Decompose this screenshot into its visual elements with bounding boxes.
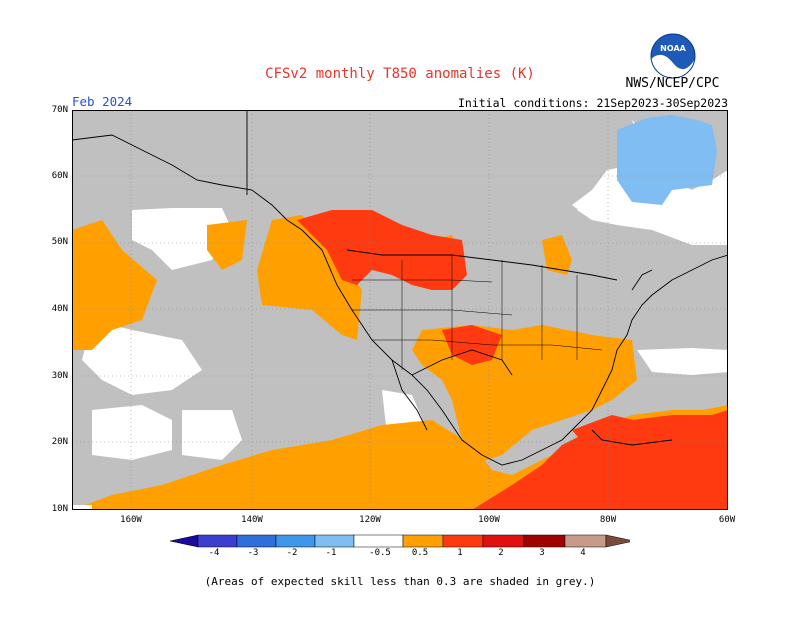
colorbar-label: -1 [325, 548, 337, 558]
lon-label-160w: 160W [120, 515, 142, 525]
footnote: (Areas of expected skill less than 0.3 a… [204, 575, 596, 588]
colorbar [169, 533, 635, 553]
colorbar-arrow-high [605, 534, 635, 548]
warm-anomaly-regions [297, 210, 728, 510]
colorbar-label: -4 [208, 548, 220, 558]
colorbar-segment [442, 534, 484, 548]
map-frame [72, 110, 728, 510]
colorbar-segment [523, 534, 566, 548]
lon-label-100w: 100W [478, 515, 500, 525]
colorbar-label: 3 [539, 548, 545, 558]
agency-label: NWS/NCEP/CPC [625, 76, 720, 91]
white-regions [82, 120, 728, 460]
lat-label-40n: 40N [51, 304, 68, 314]
lon-label-140w: 140W [241, 515, 263, 525]
colorbar-label: 0.5 [411, 548, 429, 558]
noaa-logo: NOAA [650, 33, 696, 83]
lat-label-60n: 60N [51, 171, 68, 181]
anomaly-map [71, 110, 729, 514]
lat-label-20n: 20N [51, 437, 68, 447]
colorbar-segment [353, 534, 404, 548]
colorbar-segment [314, 534, 355, 548]
lat-label-50n: 50N [51, 237, 68, 247]
state-borders [352, 255, 603, 370]
colorbar-segment [236, 534, 277, 548]
lon-label-120w: 120W [359, 515, 381, 525]
lon-label-80w: 80W [599, 515, 617, 525]
noaa-logo-text: NOAA [660, 44, 686, 53]
cold-anomaly-region [617, 115, 717, 205]
colorbar-segment [564, 534, 607, 548]
colorbar-label: -3 [247, 548, 259, 558]
map-title: CFSv2 monthly T850 anomalies (K) [265, 66, 535, 82]
colorbar-segment [197, 534, 238, 548]
lat-label-10n: 10N [51, 504, 68, 514]
colorbar-segment [402, 534, 444, 548]
lon-label-60w: 60W [718, 515, 736, 525]
colorbar-label: 1 [457, 548, 463, 558]
colorbar-label: -0.5 [369, 548, 391, 558]
colorbar-label: 4 [580, 548, 586, 558]
colorbar-segment [482, 534, 525, 548]
forecast-month: Feb 2024 [72, 94, 133, 109]
initial-conditions: Initial conditions: 21Sep2023-30Sep2023 [457, 96, 728, 110]
colorbar-label: 2 [498, 548, 504, 558]
colorbar-label: -2 [286, 548, 298, 558]
colorbar-segment [275, 534, 316, 548]
lat-lon-grid [72, 110, 728, 510]
lat-label-70n: 70N [51, 105, 68, 115]
lat-label-30n: 30N [51, 371, 68, 381]
colorbar-arrow-low [169, 534, 199, 548]
